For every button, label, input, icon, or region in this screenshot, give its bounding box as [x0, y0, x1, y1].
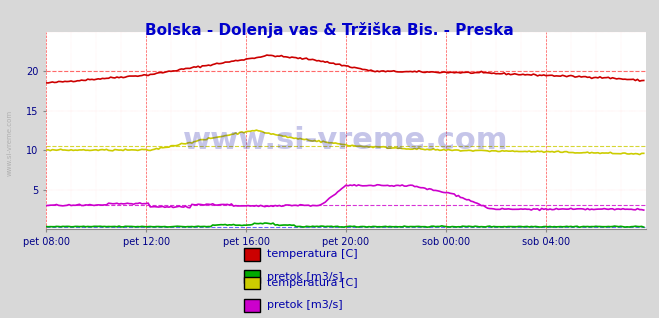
- Text: www.si-vreme.com: www.si-vreme.com: [183, 126, 509, 155]
- Text: temperatura [C]: temperatura [C]: [267, 249, 358, 259]
- Text: temperatura [C]: temperatura [C]: [267, 278, 358, 288]
- Text: Bolska - Dolenja vas & Tržiška Bis. - Preska: Bolska - Dolenja vas & Tržiška Bis. - Pr…: [145, 22, 514, 38]
- Text: pretok [m3/s]: pretok [m3/s]: [267, 272, 343, 282]
- Text: www.si-vreme.com: www.si-vreme.com: [7, 110, 13, 176]
- Text: pretok [m3/s]: pretok [m3/s]: [267, 300, 343, 310]
